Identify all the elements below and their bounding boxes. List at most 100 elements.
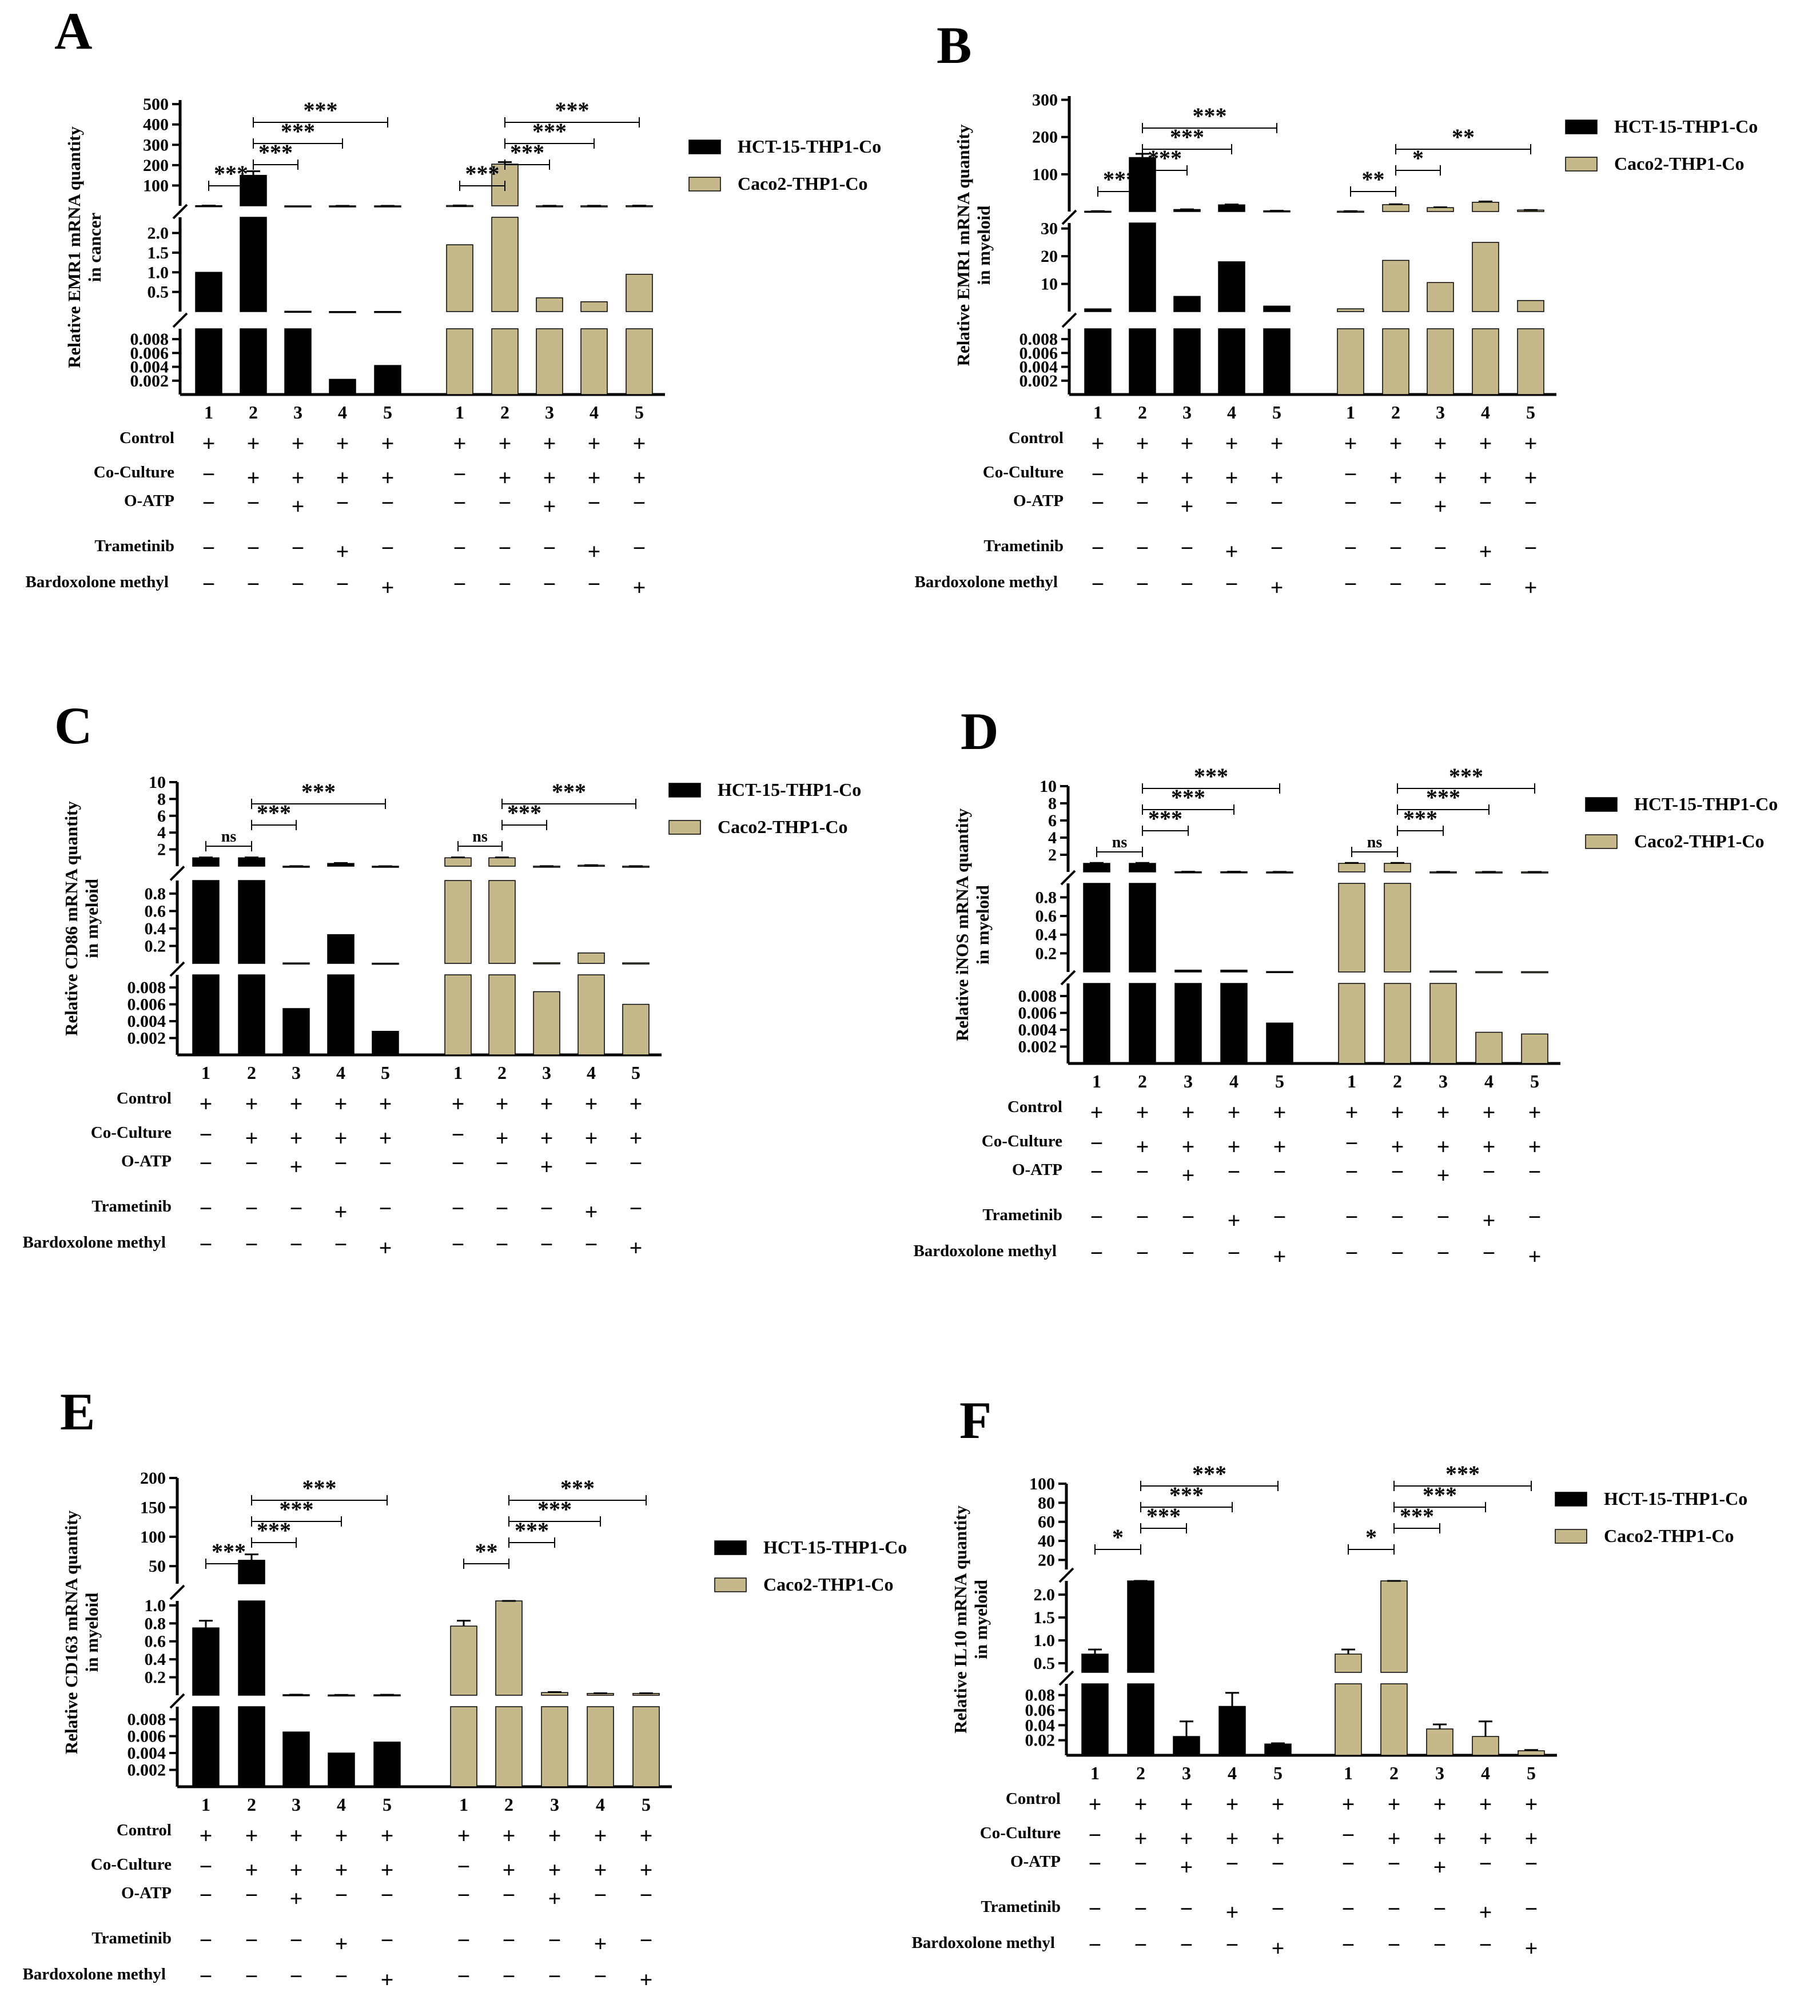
condition-row-label: Bardoxolone methyl [913,1242,1057,1260]
condition-sign: − [1433,1896,1447,1922]
condition-sign: + [1345,1099,1359,1125]
y-tick-label: 0.006 [1019,344,1058,362]
y-tick-label: 1.5 [148,244,169,262]
condition-sign: − [335,1882,348,1908]
y-tick-label: 1.0 [1034,1631,1056,1650]
condition-sign: + [1272,1826,1285,1851]
condition-sign: − [499,535,512,561]
bar [541,1706,568,1787]
bar [444,857,472,867]
group-number: 1 [1090,1763,1100,1783]
condition-sign: + [1225,465,1238,491]
condition-row-label: Bardoxolone methyl [911,1934,1055,1952]
bar [1518,1750,1545,1756]
condition-sign: − [1345,1204,1359,1230]
condition-sign: − [457,1963,471,1989]
panel-letter: C [54,696,92,755]
condition-sign: + [1479,539,1492,564]
condition-sign: + [1273,1134,1287,1160]
bar [238,974,265,1055]
y-tick-label: 100 [140,1528,166,1547]
group-number: 3 [1182,1763,1191,1783]
y-tick-label: 0.002 [130,372,169,391]
condition-sign: − [290,1196,303,1221]
bar [374,365,401,395]
condition-sign: + [292,431,305,456]
bar [238,880,265,964]
panel-D: D Relative iNOS mRNA quantityin myeloid 0.… [913,702,1778,1269]
condition-sign: − [588,490,601,516]
group-number: 3 [1435,1763,1444,1783]
y-tick-label: 30 [1041,220,1058,238]
bar [536,328,563,395]
axis-break-mark [169,961,185,977]
condition-sign: + [499,431,512,456]
condition-row-label: Trametinib [981,1898,1061,1916]
bar [1174,969,1202,973]
condition-sign: − [200,1232,213,1257]
condition-sign: + [336,539,349,564]
group-number: 3 [1184,1071,1193,1091]
significance-label: *** [301,779,336,804]
bar [1218,204,1245,212]
condition-sign: − [200,1882,213,1908]
y-tick-label: 0.008 [1018,987,1057,1006]
bar [192,1706,220,1787]
condition-sign: + [1391,1134,1404,1160]
legend-label: HCT-15-THP1-Co [738,136,881,157]
y-tick-label: 200 [143,156,169,175]
condition-row-label: Bardoxolone methyl [22,1965,166,1983]
condition-sign: + [1182,1162,1195,1188]
bar [238,1600,265,1696]
condition-sign: − [457,1882,471,1908]
bar [1218,1706,1246,1756]
condition-sign: + [1090,1099,1104,1125]
condition-sign: + [1434,431,1447,456]
condition-sign: − [1089,1932,1102,1958]
significance-label: * [1365,1524,1377,1550]
y-tick-label: 100 [143,176,169,195]
condition-sign: − [503,1882,516,1908]
condition-sign: + [1271,431,1284,456]
condition-sign: − [1090,1240,1104,1266]
condition-sign: + [1225,431,1238,456]
y-tick-label: 0.02 [1025,1731,1056,1750]
condition-sign: − [453,490,467,516]
axis-break-mark [169,866,185,881]
condition-sign: − [1134,1851,1148,1876]
condition-sign: + [503,1823,516,1848]
condition-sign: − [292,571,305,597]
condition-sign: + [1524,465,1538,491]
group-number: 4 [587,1062,596,1083]
bar [533,991,560,1055]
legend-swatch [1555,1492,1587,1507]
condition-row-label: Trametinib [91,1929,172,1947]
legend-label: Caco2-THP1-Co [763,1574,894,1595]
condition-sign: − [640,1927,653,1953]
panel-letter: A [54,2,92,60]
bar [578,974,605,1055]
bar [1427,207,1454,212]
bar [1081,1683,1109,1756]
condition-sign: + [1389,431,1403,456]
condition-sign: − [540,1232,553,1257]
condition-sign: − [202,535,216,561]
condition-sign: + [633,431,646,456]
group-number: 1 [455,402,464,423]
group-number: 2 [497,1062,507,1083]
condition-sign: + [585,1125,598,1151]
condition-sign: − [290,1232,303,1257]
y-tick-label: 40 [1038,1532,1055,1551]
y-tick-label: 8 [1048,794,1057,813]
condition-sign: − [452,1232,465,1257]
condition-sign: + [588,465,601,491]
condition-row-label: Co-Culture [983,463,1064,481]
condition-sign: + [335,1857,348,1883]
group-number: 2 [247,1062,256,1083]
condition-sign: + [381,1857,394,1883]
significance-label: ** [1452,124,1475,150]
group-number: 1 [1344,1763,1353,1783]
condition-sign: − [1181,571,1194,597]
legend-swatch [1565,157,1598,172]
bar [1335,1654,1362,1673]
